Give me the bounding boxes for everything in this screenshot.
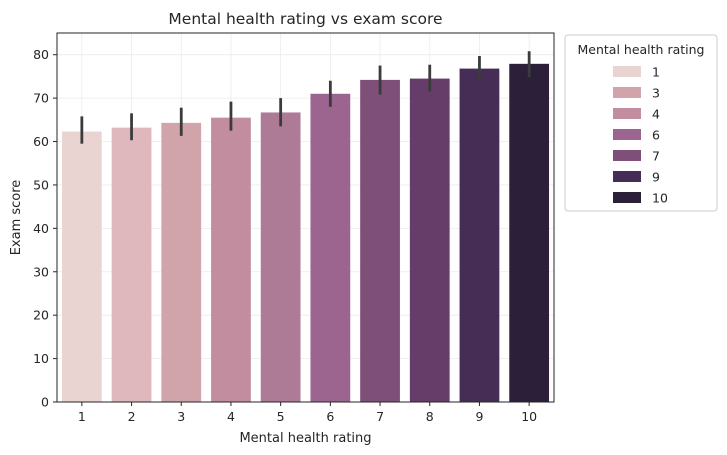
plot-frame [56, 32, 555, 403]
error-bars [80, 51, 531, 144]
legend-label-6: 6 [652, 128, 660, 143]
legend-swatch-3 [613, 87, 641, 98]
legend-label-10: 10 [652, 191, 668, 206]
y-axis-ticks: 0 10 20 30 40 50 60 70 80 [33, 47, 57, 410]
bar-6 [310, 93, 351, 402]
y-tick-label-10: 10 [33, 351, 49, 366]
legend-swatch-6 [613, 129, 641, 140]
legend-swatch-10 [613, 192, 641, 203]
x-tick-label-7: 7 [376, 409, 384, 424]
bar-8 [409, 78, 450, 403]
y-axis-label: Exam score [9, 180, 24, 256]
legend-swatch-7 [613, 150, 641, 161]
legend: Mental health rating 1 3 4 6 7 9 10 [564, 34, 718, 212]
legend-label-3: 3 [652, 86, 660, 101]
x-tick-label-6: 6 [326, 409, 334, 424]
chart-title: Mental health rating vs exam score [168, 10, 442, 28]
bar-3 [161, 122, 202, 402]
legend-swatch-1 [613, 66, 641, 77]
x-tick-label-1: 1 [78, 409, 86, 424]
y-tick-label-60: 60 [33, 134, 49, 149]
legend-label-1: 1 [652, 65, 660, 80]
x-tick-label-3: 3 [177, 409, 185, 424]
x-tick-label-8: 8 [426, 409, 434, 424]
x-axis-ticks: 1 2 3 4 5 6 7 8 9 10 [78, 402, 537, 424]
bar-1 [61, 131, 102, 402]
bars [61, 63, 550, 403]
legend-label-9: 9 [652, 170, 660, 185]
bar-2 [111, 127, 152, 403]
x-tick-label-10: 10 [521, 409, 537, 424]
y-tick-label-0: 0 [41, 395, 49, 410]
x-tick-label-5: 5 [277, 409, 285, 424]
legend-swatch-4 [613, 108, 641, 119]
legend-swatch-9 [613, 171, 641, 182]
y-tick-label-40: 40 [33, 221, 49, 236]
x-tick-label-2: 2 [128, 409, 136, 424]
legend-box [564, 34, 718, 212]
legend-label-4: 4 [652, 107, 660, 122]
bar-10 [509, 63, 550, 402]
bar-5 [260, 112, 301, 402]
x-tick-label-9: 9 [475, 409, 483, 424]
y-tick-label-30: 30 [33, 264, 49, 279]
y-tick-label-80: 80 [33, 47, 49, 62]
y-tick-label-20: 20 [33, 308, 49, 323]
legend-title: Mental health rating [578, 42, 705, 57]
legend-entries: 1 3 4 6 7 9 10 [613, 65, 668, 206]
y-tick-label-70: 70 [33, 91, 49, 106]
bar-9 [459, 68, 500, 402]
legend-label-7: 7 [652, 149, 660, 164]
x-tick-label-4: 4 [227, 409, 235, 424]
x-axis-label: Mental health rating [239, 431, 371, 446]
y-tick-label-50: 50 [33, 177, 49, 192]
bar-4 [211, 117, 251, 402]
bar-7 [360, 79, 400, 402]
